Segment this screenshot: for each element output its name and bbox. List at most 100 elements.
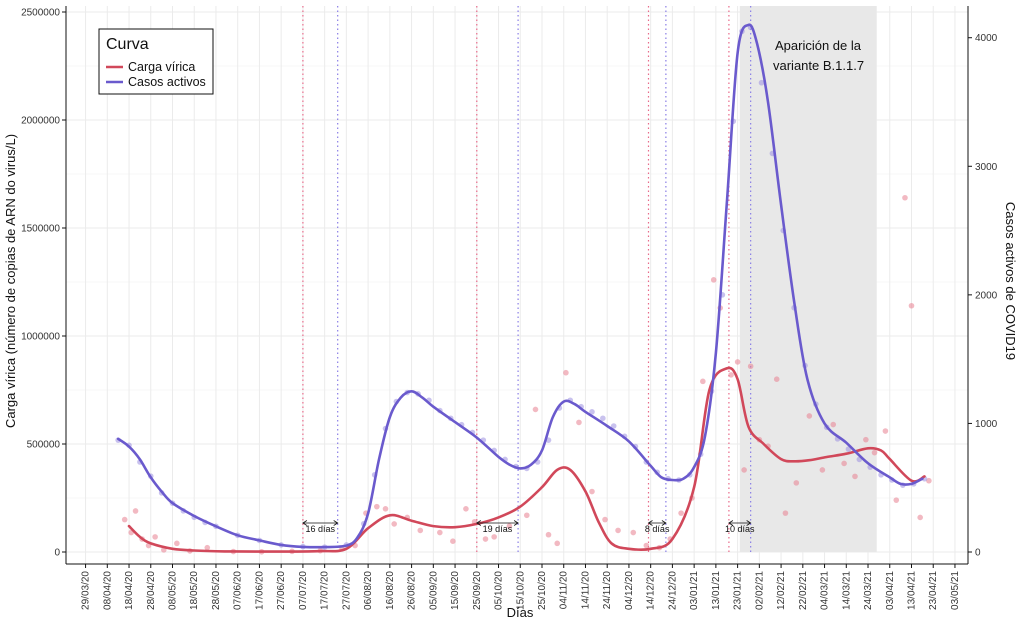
x-tick-label: 23/04/21 — [928, 571, 939, 610]
x-axis-title: Días — [507, 605, 534, 620]
lag-label: 10 días — [725, 524, 755, 534]
y-left-tick-label: 1500000 — [21, 224, 60, 235]
x-tick-label: 28/04/20 — [146, 571, 157, 610]
lag-arrowhead-right — [513, 520, 519, 526]
x-tick-label: 03/04/21 — [885, 571, 896, 610]
x-tick-label: 17/07/20 — [320, 571, 331, 610]
scatter-point — [734, 359, 741, 365]
x-tick-label: 15/09/20 — [450, 571, 461, 610]
scatter-point — [871, 449, 878, 456]
y-axis-right-title: Casos activos de COVID19 — [1003, 202, 1018, 360]
scatter-point — [132, 508, 139, 514]
shaded-rect — [739, 6, 877, 552]
legend-title: Curva — [106, 36, 149, 53]
scatter-point — [806, 413, 813, 419]
legend-label-casos: Casos activos — [128, 75, 206, 89]
scatter-point — [728, 372, 734, 378]
scatter-point — [747, 363, 754, 370]
scatter-point — [758, 79, 765, 86]
x-tick-label: 24/12/20 — [667, 571, 678, 610]
x-tick-label: 24/11/20 — [602, 571, 613, 610]
variant-annotation-line1: Aparición de la — [775, 38, 862, 53]
scatter-point — [463, 506, 469, 512]
axis-ticks: 0 500000 1000000 1500000 2000000 2500000 0 1000… — [21, 8, 998, 610]
scatter-point — [773, 376, 780, 383]
x-tick-label: 07/07/20 — [298, 571, 309, 610]
scatter-point — [589, 488, 595, 495]
y-axis-left-title: Carga vírica (número de copias de ARN do… — [3, 134, 18, 428]
x-tick-label: 14/11/20 — [580, 571, 591, 610]
scatter-point — [391, 521, 397, 527]
scatter-point — [600, 415, 606, 422]
smoothed-curves — [116, 23, 926, 553]
y-right-tick-label: 0 — [975, 548, 981, 559]
scatter-point — [554, 540, 561, 547]
scatter-point — [523, 512, 530, 519]
variant-annotation-line2: variante B.1.1.7 — [773, 58, 864, 73]
series-line-casos-activos — [116, 23, 924, 549]
series-line-carga-virica — [127, 366, 926, 553]
lag-arrowhead-left — [302, 520, 308, 526]
x-tick-label: 12/02/21 — [776, 571, 787, 610]
x-tick-label: 27/07/20 — [341, 571, 352, 610]
x-tick-label: 24/03/21 — [863, 571, 874, 610]
scatter-point — [506, 523, 513, 529]
scatter-point — [902, 194, 908, 201]
legend: Curva Carga vírica Casos activos — [98, 28, 214, 95]
scatter-point — [482, 536, 489, 542]
scatter-point — [204, 544, 211, 551]
x-tick-label: 27/06/20 — [276, 571, 287, 610]
x-tick-label: 13/01/21 — [711, 571, 722, 610]
scatter-point — [532, 406, 539, 413]
scatter-point — [917, 514, 923, 521]
lag-arrowhead-right — [333, 520, 339, 526]
x-tick-label: 04/03/21 — [820, 571, 831, 610]
scatter-point — [830, 421, 837, 428]
scatter-point — [793, 480, 800, 486]
scatter-point — [819, 467, 826, 473]
x-tick-label: 14/03/21 — [841, 571, 852, 610]
x-tick-label: 13/04/21 — [906, 571, 917, 610]
x-tick-label: 25/09/20 — [472, 571, 483, 610]
x-tick-label: 14/12/20 — [646, 571, 657, 610]
scatter-point — [893, 497, 900, 503]
x-tick-label: 16/08/20 — [385, 571, 396, 610]
x-tick-label: 15/10/20 — [515, 571, 526, 610]
x-tick-label: 08/05/20 — [168, 571, 179, 610]
x-tick-label: 25/10/20 — [537, 571, 548, 610]
scatter-point — [678, 510, 684, 516]
x-tick-label: 28/05/20 — [211, 571, 222, 610]
y-left-tick-label: 0 — [54, 548, 60, 559]
x-tick-label: 22/02/21 — [798, 571, 809, 610]
x-tick-label: 05/10/20 — [494, 571, 505, 610]
scatter-point — [782, 510, 789, 516]
y-right-tick-label: 3000 — [975, 162, 998, 173]
x-tick-label: 04/11/20 — [559, 571, 570, 610]
x-tick-label: 04/12/20 — [624, 571, 635, 610]
scatter-point — [174, 540, 180, 547]
y-left-tick-label: 1000000 — [21, 332, 60, 343]
x-tick-label: 02/02/21 — [754, 571, 765, 610]
scatter-point — [152, 534, 158, 540]
scatter-point — [382, 506, 389, 512]
scatter-point — [602, 516, 608, 523]
scatter-point — [852, 473, 858, 480]
x-tick-label: 23/01/21 — [733, 571, 744, 610]
variant-shaded-region — [739, 6, 877, 552]
scatter-point — [563, 369, 569, 376]
x-tick-label: 18/05/20 — [189, 571, 200, 610]
x-tick-label: 18/04/20 — [124, 571, 135, 610]
lag-arrowhead-right — [746, 520, 752, 526]
scatter-point — [576, 419, 582, 426]
x-tick-label: 08/04/20 — [102, 571, 113, 610]
scatter-point — [437, 529, 443, 536]
y-right-tick-label: 1000 — [975, 419, 998, 430]
scatter-point — [417, 527, 424, 534]
y-right-tick-label: 2000 — [975, 290, 998, 301]
scatter-point — [589, 409, 595, 415]
lag-arrowhead-left — [728, 520, 734, 526]
scatter-point — [374, 503, 380, 510]
x-tick-label: 03/05/21 — [950, 571, 961, 610]
x-tick-label: 06/08/20 — [363, 571, 374, 610]
y-left-tick-label: 2500000 — [21, 8, 60, 19]
